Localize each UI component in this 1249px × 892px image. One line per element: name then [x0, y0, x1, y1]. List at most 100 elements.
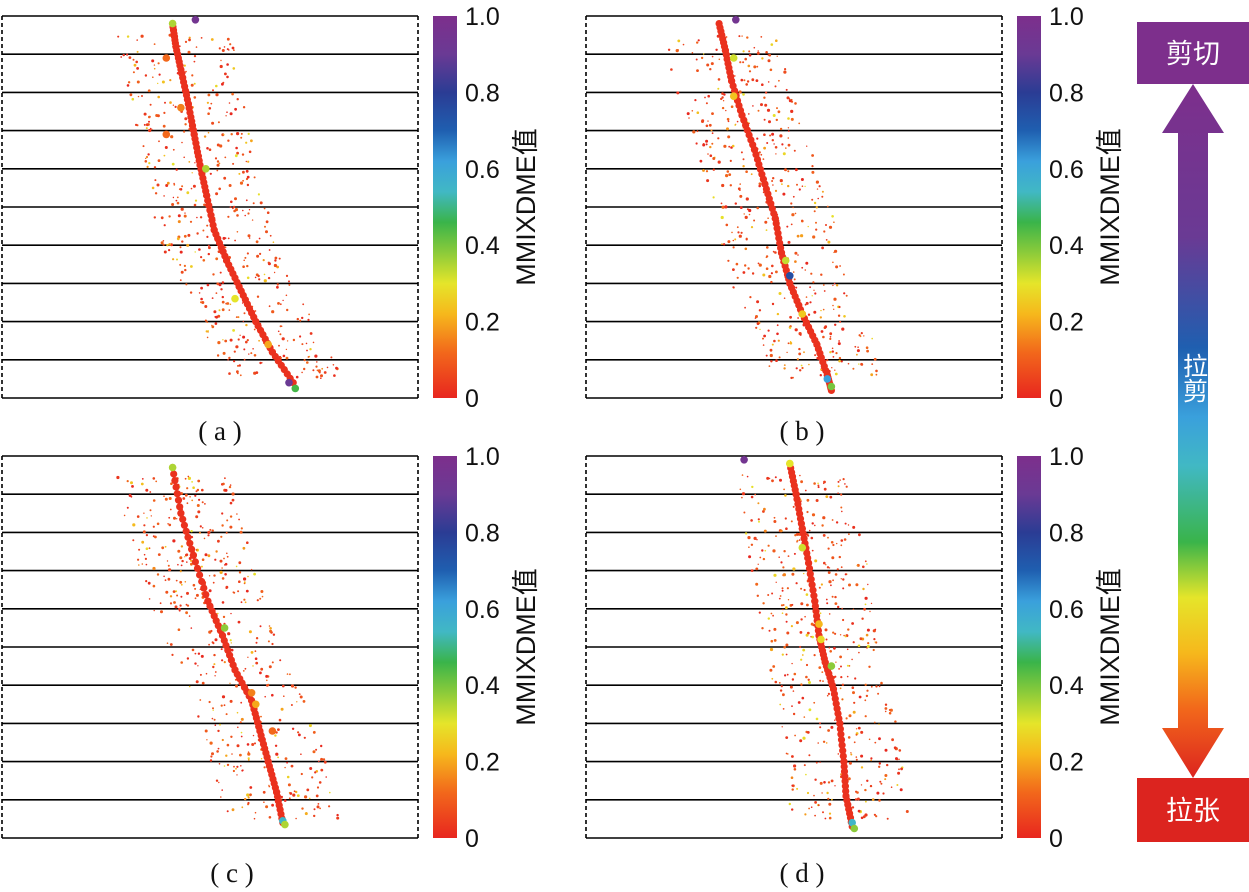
scatter-point: [761, 627, 764, 630]
scatter-point: [176, 237, 180, 241]
scatter-point: [783, 297, 786, 300]
scatter-point: [852, 710, 856, 714]
scatter-point: [260, 758, 263, 760]
scatter-point: [218, 187, 221, 191]
data-point: [247, 689, 256, 697]
scatter-point: [278, 257, 281, 260]
scatter-point: [853, 741, 856, 744]
scatter-point: [301, 371, 303, 374]
scatter-point: [281, 798, 283, 800]
scatter-point: [259, 201, 263, 205]
scatter-point: [846, 675, 849, 678]
scatter-point: [148, 598, 151, 600]
scatter-point: [768, 53, 772, 57]
scatter-point: [860, 816, 864, 820]
scatter-point: [222, 482, 225, 486]
scatter-point: [797, 254, 799, 256]
scatter-point: [247, 575, 249, 578]
scatter-point: [731, 144, 735, 148]
scatter-point: [726, 170, 730, 173]
scatter-point: [845, 717, 848, 720]
scatter-point: [186, 487, 189, 490]
scatter-point: [744, 57, 747, 61]
scatter-point: [840, 676, 843, 679]
scatter-point: [247, 234, 251, 238]
crack-point: [189, 551, 197, 559]
scatter-point: [822, 516, 826, 520]
scatter-point: [257, 274, 260, 278]
scatter-point: [834, 573, 838, 576]
panel-caption-c: ( c ): [210, 858, 253, 888]
scatter-point: [292, 338, 296, 342]
scatter-point: [276, 265, 279, 269]
scatter-point: [241, 302, 244, 304]
scatter-point: [228, 309, 231, 311]
scatter-point: [819, 316, 822, 319]
scatter-point: [734, 75, 736, 77]
scatter-point: [195, 593, 199, 597]
scatter-point: [242, 209, 244, 212]
scatter-point: [781, 183, 783, 186]
scatter-point: [153, 64, 156, 66]
scatter-point: [186, 243, 190, 247]
scatter-point: [791, 808, 794, 811]
scatter-point: [245, 177, 249, 181]
scatter-point: [860, 784, 863, 786]
scatter-point: [130, 481, 133, 485]
scatter-point: [732, 239, 735, 242]
scatter-point: [179, 604, 182, 607]
scatter-point: [860, 766, 864, 769]
scatter-point: [220, 704, 223, 707]
scatter-point: [269, 234, 272, 237]
scatter-point: [815, 206, 818, 209]
scatter-point: [215, 779, 219, 782]
scatter-point: [157, 95, 160, 99]
scatter-point: [828, 812, 832, 815]
scatter-point: [727, 135, 731, 139]
scatter-point: [188, 38, 191, 42]
scatter-point: [175, 579, 178, 582]
scatter-point: [126, 35, 130, 38]
scatter-point: [776, 332, 779, 336]
scatter-point: [236, 151, 240, 155]
scatter-point: [260, 667, 264, 671]
scatter-point: [829, 495, 833, 499]
scatter-point: [168, 497, 172, 500]
scatter-point: [762, 602, 765, 605]
scatter-point: [201, 488, 204, 492]
scatter-point: [242, 320, 244, 323]
scatter-point: [172, 590, 176, 593]
scatter-point: [825, 742, 828, 744]
scatter-point: [232, 67, 236, 70]
scatter-point: [208, 107, 212, 110]
scatter-point: [767, 617, 770, 620]
scatter-point: [267, 640, 270, 643]
scatter-point: [766, 142, 769, 144]
scatter-point: [186, 657, 190, 660]
scatter-point: [867, 642, 870, 645]
scatter-point: [254, 310, 257, 312]
scatter-point: [273, 271, 276, 274]
scatter-point: [194, 652, 197, 655]
scatter-point: [141, 478, 144, 480]
scatter-point: [801, 654, 804, 656]
scatter-point: [824, 628, 828, 632]
scatter-point: [806, 603, 809, 607]
colorbar-gradient: [433, 16, 457, 398]
scatter-point: [864, 813, 868, 817]
scatter-point: [199, 216, 203, 219]
scatter-point: [790, 223, 793, 226]
scatter-point: [268, 249, 271, 251]
colorbar-tick-label: 1.0: [1049, 443, 1084, 471]
scatter-point: [864, 788, 867, 792]
scatter-point: [836, 542, 838, 545]
scatter-point: [741, 492, 746, 496]
scatter-point: [824, 817, 827, 820]
scatter-point: [730, 146, 733, 149]
scatter-point: [695, 58, 698, 61]
scatter-point: [814, 354, 817, 357]
scatter-point: [710, 129, 713, 132]
scatter-point: [178, 188, 181, 191]
scatter-point: [771, 592, 774, 595]
